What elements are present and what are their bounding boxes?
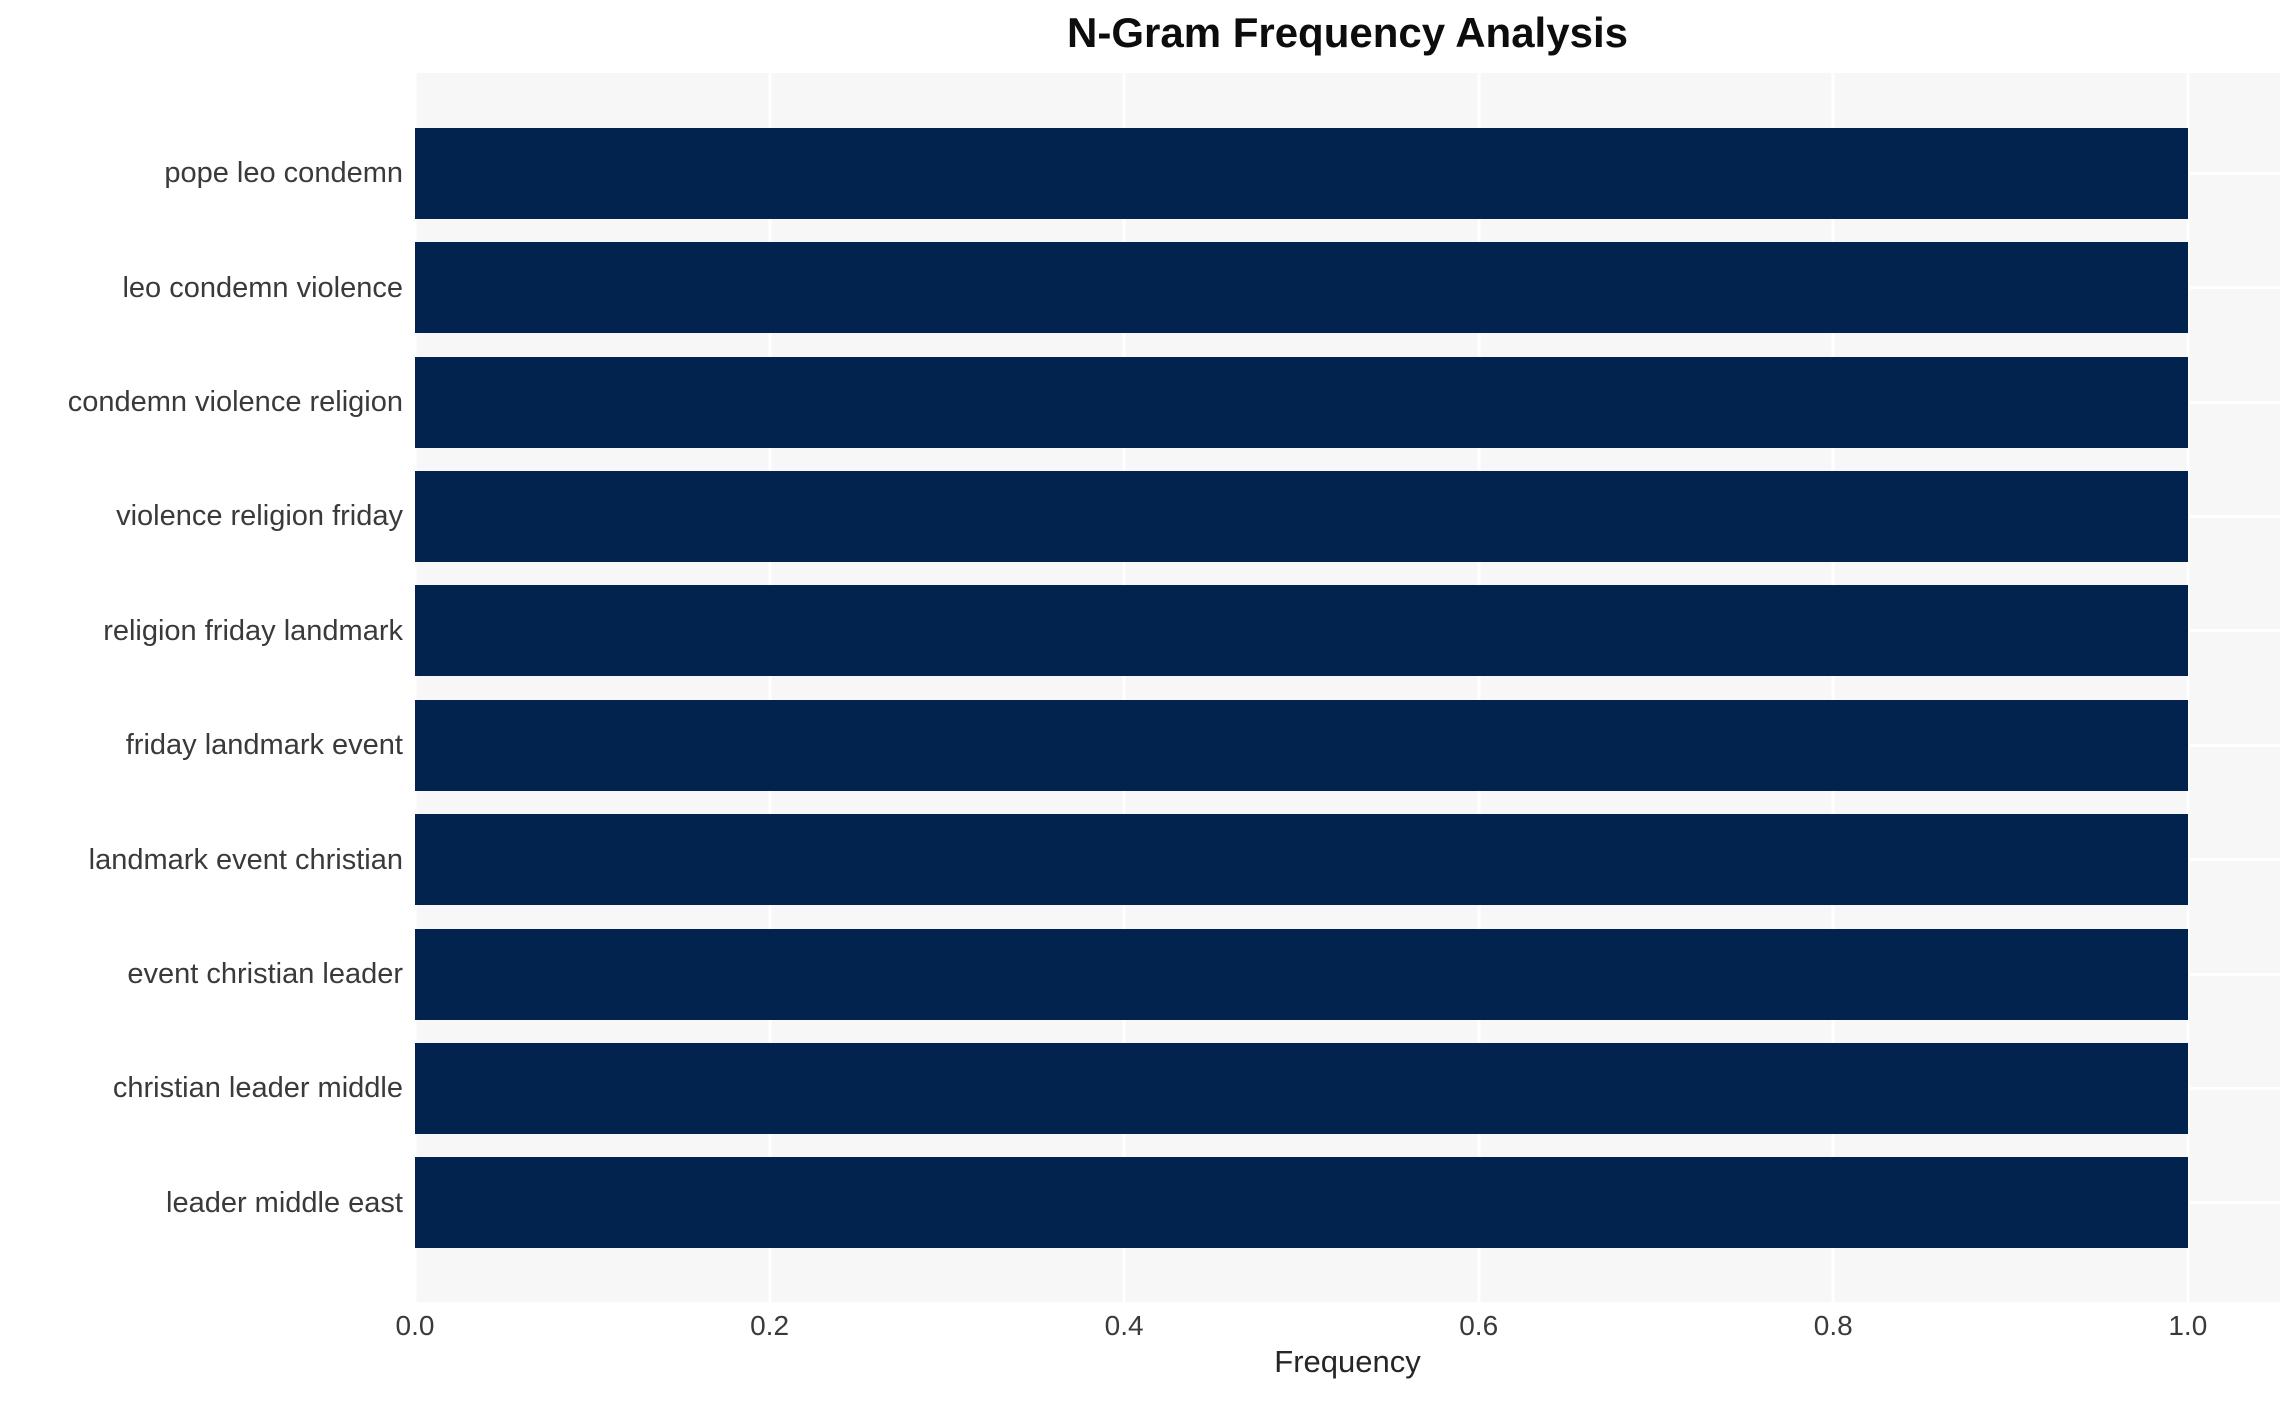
frequency-bar: [415, 1043, 2188, 1134]
frequency-bar: [415, 357, 2188, 448]
y-tick-label: condemn violence religion: [67, 386, 403, 418]
frequency-bar: [415, 128, 2188, 219]
plot-area: [413, 73, 2280, 1302]
y-tick-label: violence religion friday: [116, 500, 403, 533]
x-tick-label: 0.4: [1104, 1310, 1144, 1341]
frequency-bar: [415, 242, 2188, 333]
vertical-gridline: [1477, 73, 1481, 1302]
y-tick-label: landmark event christian: [88, 843, 403, 876]
y-tick-label: leader middle east: [166, 1186, 403, 1219]
frequency-bar: [415, 1157, 2188, 1248]
x-tick-label: 0.6: [1459, 1310, 1499, 1341]
y-tick-label: religion friday landmark: [103, 614, 403, 647]
x-tick-label: 0.8: [1813, 1310, 1853, 1341]
y-tick-label: event christian leader: [127, 958, 403, 990]
frequency-bar: [415, 700, 2188, 791]
x-tick-label: 1.0: [2168, 1310, 2208, 1341]
x-axis-label: Frequency: [1274, 1344, 1421, 1379]
frequency-bar: [415, 929, 2188, 1020]
frequency-bar: [415, 471, 2188, 562]
x-tick-label: 0.0: [395, 1310, 435, 1341]
y-tick-label: leo condemn violence: [122, 271, 403, 304]
y-tick-label: christian leader middle: [112, 1072, 403, 1105]
vertical-gridline: [413, 73, 417, 1302]
y-tick-label: pope leo condemn: [164, 157, 403, 190]
vertical-gridline: [2186, 73, 2190, 1302]
frequency-bar: [415, 814, 2188, 905]
frequency-bar: [415, 585, 2188, 676]
vertical-gridline: [1831, 73, 1835, 1302]
y-tick-label: friday landmark event: [125, 729, 403, 762]
vertical-gridline: [1122, 73, 1126, 1302]
x-tick-label: 0.2: [750, 1310, 790, 1341]
vertical-gridline: [768, 73, 772, 1302]
chart-title: N-Gram Frequency Analysis: [1067, 9, 1628, 56]
